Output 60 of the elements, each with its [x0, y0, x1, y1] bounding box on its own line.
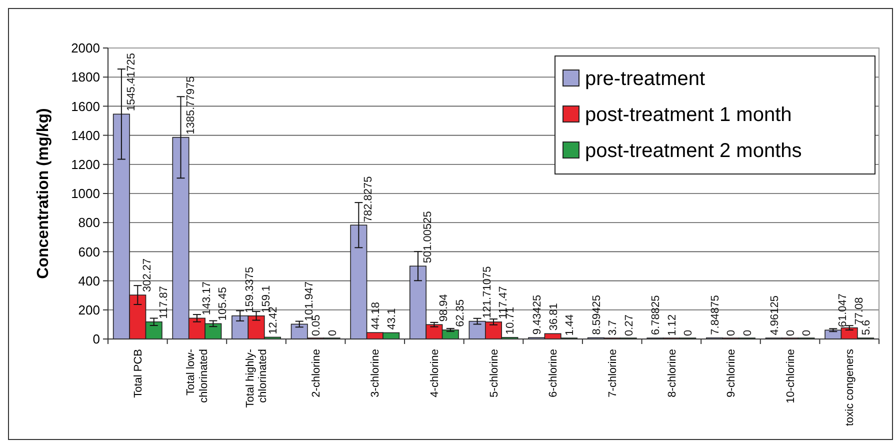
- data-label: 1385.77975: [184, 76, 197, 134]
- data-label: 159.3375: [244, 266, 256, 313]
- x-tick-label: 7-chlorine: [606, 349, 619, 398]
- data-label: 0: [726, 330, 738, 336]
- y-tick-label: 1600: [71, 98, 100, 114]
- data-label: 6.78825: [650, 295, 662, 336]
- data-label: 501.00525: [422, 211, 434, 264]
- data-label: 105.45: [217, 287, 230, 321]
- data-label: 0.27: [623, 314, 636, 336]
- x-tick-label: 5-chlorine: [488, 349, 500, 398]
- y-tick-label: 1800: [71, 70, 100, 85]
- data-label: 0: [326, 330, 339, 336]
- y-tick-label: 800: [78, 215, 100, 230]
- x-tick-label: 4-chlorine: [429, 349, 442, 398]
- y-tick-label: 200: [78, 302, 100, 318]
- data-label: 43.1: [386, 308, 398, 330]
- legend-label: post-treatment 2 months: [585, 140, 802, 162]
- data-label: 0: [742, 330, 754, 336]
- data-label: 44.18: [370, 302, 382, 330]
- x-tick-label: toxic congeners: [844, 348, 856, 426]
- data-label: 117.87: [158, 286, 170, 319]
- data-label: 8.59425: [590, 294, 603, 335]
- data-label: 12.42: [267, 306, 280, 334]
- x-tick-label: 3-chlorine: [370, 349, 382, 398]
- data-label: 0: [801, 330, 814, 336]
- y-tick-label: 0: [92, 332, 100, 347]
- x-tick-label: Total low-chlorinated: [185, 348, 210, 403]
- data-label: 1545.41725: [125, 53, 138, 112]
- data-label: 121.71075: [481, 266, 494, 318]
- x-tick-label: Total PCB: [132, 349, 145, 398]
- legend-label: post-treatment 1 month: [585, 104, 792, 126]
- y-axis-title: Concentration (mg/kg): [35, 108, 52, 279]
- data-label: 98.94: [438, 294, 450, 322]
- data-label: 7.84875: [710, 295, 722, 335]
- legend-label: pre-treatment: [585, 68, 706, 90]
- data-label: 4.96125: [768, 296, 781, 336]
- data-label: 9.43425: [532, 294, 544, 335]
- y-tick-label: 1200: [71, 156, 100, 172]
- data-label: 782.8275: [362, 176, 375, 222]
- x-tick-label: 10-chlorine: [784, 349, 797, 404]
- x-tick-label: 8-chlorine: [666, 349, 678, 398]
- data-label: 3.7: [607, 320, 620, 336]
- data-label: 143.17: [200, 282, 213, 316]
- data-label: 5.6: [860, 320, 873, 336]
- x-tick-label: 6-chlorine: [548, 349, 560, 398]
- y-tick-label: 600: [78, 244, 100, 260]
- x-tick-label: 9-chlorine: [726, 349, 738, 398]
- y-tick-label: 1400: [71, 128, 100, 143]
- x-tick-label: 2-chlorine: [310, 349, 322, 398]
- data-label: 302.27: [142, 258, 154, 292]
- y-tick-label: 2000: [71, 40, 100, 56]
- data-label: 1.44: [564, 314, 576, 336]
- data-label: 62.35: [454, 299, 466, 327]
- data-label: 61.047: [837, 293, 850, 328]
- y-tick-label: 1000: [71, 186, 100, 202]
- data-label: 1.12: [666, 314, 678, 336]
- data-label: 0: [682, 330, 695, 336]
- data-label: 36.81: [548, 303, 560, 331]
- y-tick-label: 400: [78, 273, 100, 288]
- data-label: 0: [785, 330, 798, 336]
